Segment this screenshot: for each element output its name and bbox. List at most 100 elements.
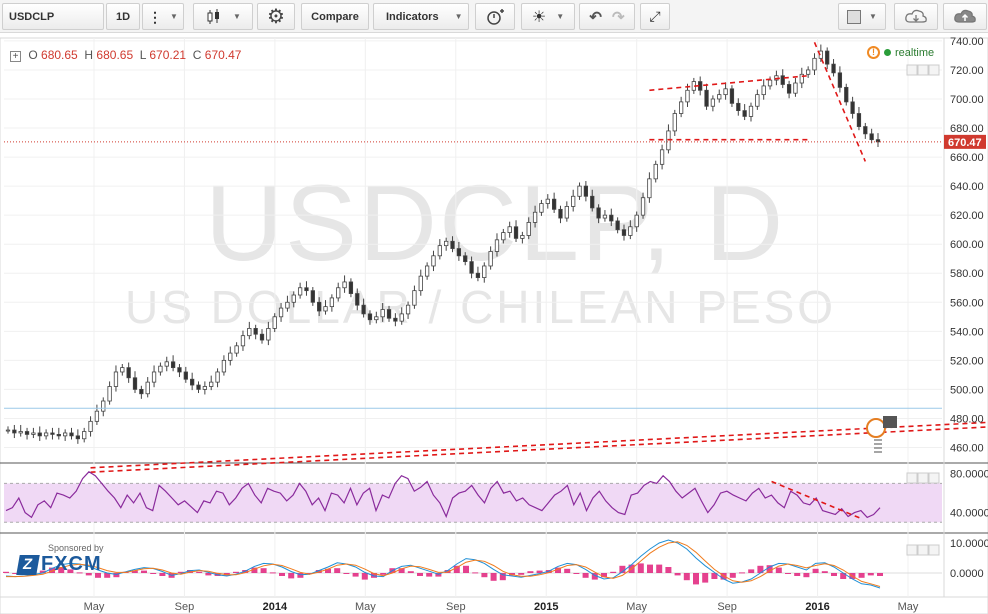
chevron-down-icon: ▼ <box>170 12 178 21</box>
pane-control-button[interactable] <box>906 544 918 556</box>
macd-histogram-bar <box>785 573 791 574</box>
macd-histogram-bar <box>371 573 377 578</box>
settings-button[interactable]: ⚙ <box>257 3 295 30</box>
candle-up <box>437 245 442 257</box>
interval-dropdown[interactable]: ⋮ ▼ <box>142 3 184 30</box>
candle-down <box>386 309 392 319</box>
macd-histogram-bar <box>821 571 828 573</box>
candle-down <box>850 101 855 114</box>
price-tick-label: 540.00 <box>950 326 984 338</box>
symbol-search-box[interactable]: USDCLP <box>2 3 104 30</box>
candle-up <box>799 73 804 84</box>
candle-up <box>501 232 506 241</box>
load-chart-button[interactable] <box>894 3 938 30</box>
redo-icon[interactable]: ↷ <box>612 8 625 26</box>
macd-histogram-bar <box>536 570 543 573</box>
macd-histogram-bar <box>840 573 847 579</box>
candle-up <box>272 316 277 329</box>
macd-histogram-bar <box>683 573 690 581</box>
candle-down <box>615 220 620 231</box>
price-tick-label: 500.00 <box>950 384 984 396</box>
candle-down <box>190 378 195 386</box>
undo-icon[interactable]: ↶ <box>589 8 602 26</box>
macd-histogram-bar <box>39 570 46 573</box>
macd-histogram-bar <box>223 573 230 576</box>
chart-style-button[interactable]: ▼ <box>193 3 253 30</box>
macd-histogram-bar <box>435 573 442 577</box>
trendline-overlays <box>90 42 988 473</box>
candle-up <box>748 105 754 117</box>
candle-down <box>69 432 74 437</box>
macd-histogram-bar <box>334 568 341 573</box>
macd-pane <box>3 539 942 589</box>
macd-histogram-bar <box>647 564 653 573</box>
save-chart-button[interactable] <box>943 3 987 30</box>
ideas-button[interactable]: ☀ ▼ <box>521 3 575 30</box>
macd-histogram-bar <box>306 573 313 574</box>
price-axis: 740.00 720.00 700.00 680.00 660.00 640.00 620.… <box>906 36 988 580</box>
top-toolbar: USDCLP 1D ⋮ ▼ ▼ ⚙ Compare Indicators ▼ ☀ <box>0 0 988 33</box>
candle-down <box>139 388 144 395</box>
macd-histogram-bar <box>591 573 598 580</box>
fullscreen-button[interactable]: ⤢ <box>640 3 670 30</box>
macd-histogram-bar <box>85 573 92 576</box>
macd-histogram-bar <box>472 572 479 574</box>
alert-button[interactable] <box>475 3 515 30</box>
macd-histogram-bar <box>555 567 561 573</box>
macd-histogram-bar <box>12 573 19 574</box>
interval-button[interactable]: 1D <box>106 3 140 30</box>
candle-down <box>475 272 481 278</box>
candle-up <box>234 345 239 354</box>
candle-down <box>37 432 42 437</box>
expand-icon[interactable]: + <box>10 51 21 62</box>
candle-up <box>278 307 284 318</box>
layout-button[interactable]: ▼ <box>838 3 886 30</box>
open-label: O <box>28 48 38 62</box>
pane-control-button[interactable] <box>917 472 929 484</box>
sponsor-badge[interactable]: Sponsored by Z FXCM <box>16 543 104 576</box>
candle-up <box>5 429 11 432</box>
symbol-watermark: USDCLP, D <box>205 162 786 283</box>
macd-histogram-bar <box>444 570 451 573</box>
macd-histogram-bar <box>499 573 506 581</box>
macd-histogram-bar <box>711 573 718 579</box>
macd-histogram-bar <box>95 573 101 578</box>
indicators-button[interactable]: Indicators ▼ <box>373 3 469 30</box>
candle-down <box>513 226 519 239</box>
pane-control-button[interactable] <box>917 544 929 556</box>
macd-histogram-bar <box>315 570 322 573</box>
chart-frame <box>0 37 988 614</box>
macd-histogram-bar <box>564 568 571 573</box>
candle-down <box>393 317 398 322</box>
macd-histogram-bar <box>205 573 212 576</box>
macd-histogram-bar <box>177 571 184 573</box>
pane-control-button[interactable] <box>928 472 940 484</box>
candle-up <box>539 203 544 213</box>
pane-control-button[interactable] <box>928 64 940 76</box>
candle-up <box>107 386 112 402</box>
symbol-label: USDCLP <box>9 10 55 23</box>
compare-button[interactable]: Compare <box>301 3 369 30</box>
macd-histogram-bar <box>49 567 55 573</box>
support-line-upper <box>90 426 988 473</box>
pane-control-button[interactable] <box>906 472 918 484</box>
flag-event-icon <box>866 418 886 438</box>
price-tick-label: 700.00 <box>950 94 984 106</box>
macd-histogram-bar <box>794 573 801 576</box>
last-price-badge <box>944 134 986 149</box>
pane-control-button[interactable] <box>917 64 929 76</box>
pane-control-button[interactable] <box>928 544 940 556</box>
candle-up <box>571 195 576 207</box>
candle-up <box>329 297 335 308</box>
macd-histogram-bar <box>141 570 147 573</box>
candle-up <box>640 197 646 216</box>
warning-icon[interactable]: ! <box>867 46 880 59</box>
candle-down <box>367 313 373 321</box>
candle-up <box>532 211 538 223</box>
pane-control-button[interactable] <box>906 64 918 76</box>
time-tick-label: 2016 <box>805 601 829 613</box>
candle-up <box>767 79 773 87</box>
macd-histogram-bar <box>131 570 138 573</box>
interval-label: 1D <box>115 10 131 23</box>
